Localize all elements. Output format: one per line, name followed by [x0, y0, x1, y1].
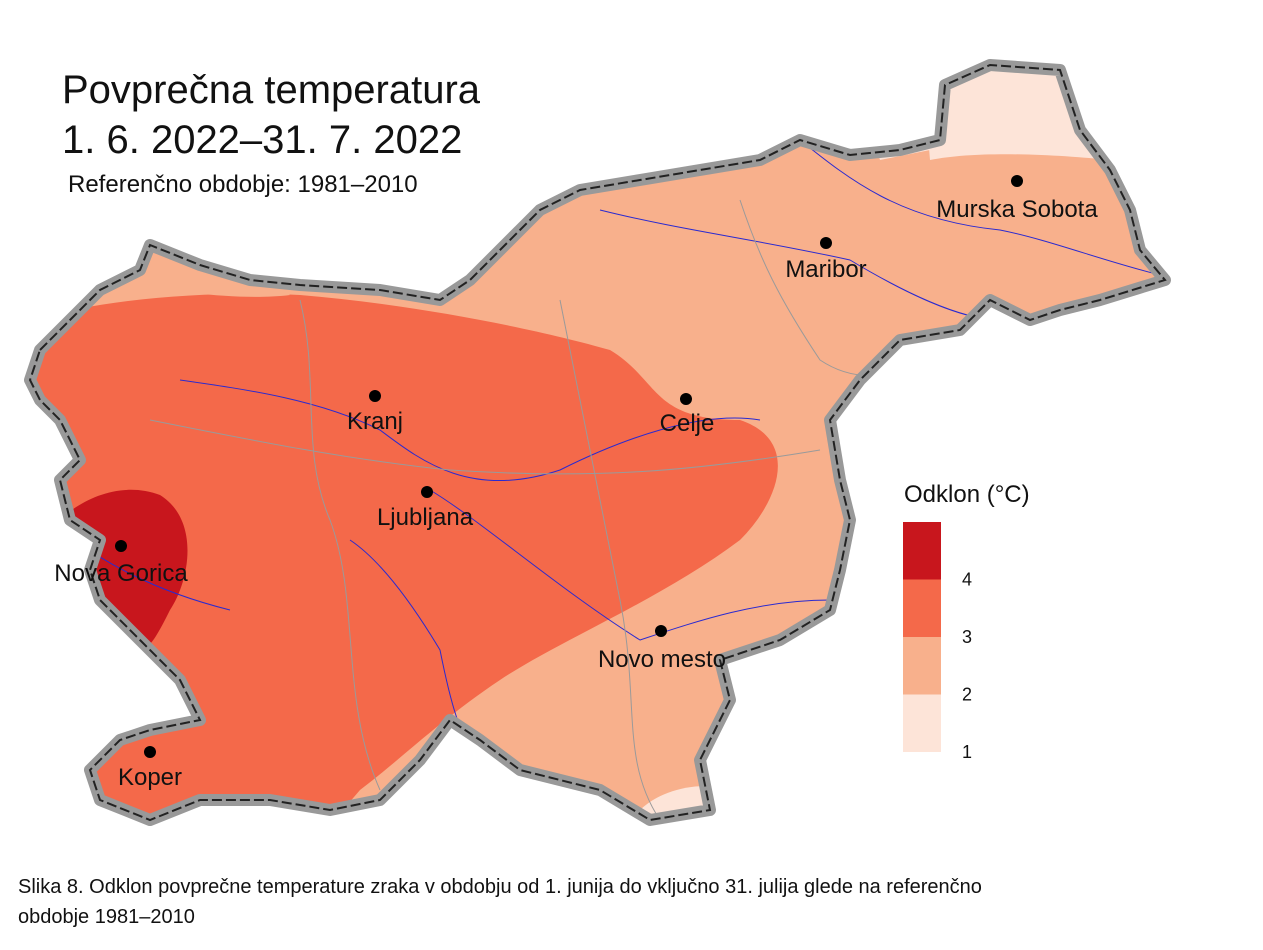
legend-swatch: [903, 694, 941, 752]
city-marker: [820, 237, 832, 249]
city-label: Ljubljana: [377, 504, 474, 531]
map-subtitle: Referenčno obdobje: 1981–2010: [68, 171, 418, 198]
legend-tick-label: 2: [962, 685, 972, 705]
legend-swatch: [903, 522, 941, 580]
city-label: Kranj: [347, 408, 403, 435]
legend-title: Odklon (°C): [904, 481, 1030, 508]
city-label: Celje: [660, 410, 715, 437]
map: Povprečna temperatura 1. 6. 2022–31. 7. …: [0, 0, 1263, 860]
city-label: Maribor: [785, 256, 866, 283]
caption: Slika 8. Odklon povprečne temperature zr…: [18, 876, 982, 928]
city-marker: [115, 540, 127, 552]
legend-tick-label: 1: [962, 742, 972, 762]
map-period: 1. 6. 2022–31. 7. 2022: [62, 118, 462, 162]
city-label: Koper: [118, 764, 182, 791]
legend-tick-label: 4: [962, 570, 972, 590]
map-title: Povprečna temperatura: [62, 68, 481, 112]
legend-swatch: [903, 579, 941, 637]
city-marker: [369, 390, 381, 402]
city-label: Murska Sobota: [936, 196, 1098, 223]
city-marker: [1011, 175, 1023, 187]
city-marker: [421, 486, 433, 498]
city-marker: [680, 393, 692, 405]
city-label: Nova Gorica: [54, 560, 188, 587]
city-marker: [144, 746, 156, 758]
city-marker: [655, 625, 667, 637]
legend-tick-label: 3: [962, 627, 972, 647]
legend-swatch: [903, 637, 941, 695]
city-label: Novo mesto: [598, 646, 726, 673]
